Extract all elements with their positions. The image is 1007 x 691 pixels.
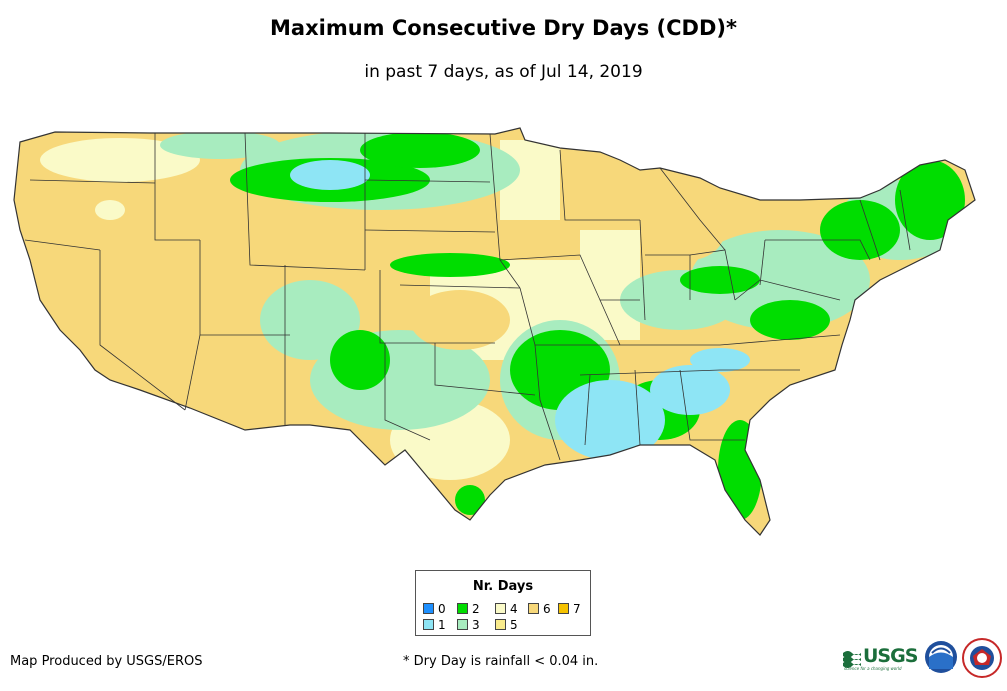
legend-label: 5 [510,618,518,632]
legend-swatch [423,619,434,630]
usgs-wordmark: USGS [863,645,918,667]
nws-logo-icon [962,638,1002,678]
dry-day-footnote: * Dry Day is rainfall < 0.04 in. [403,654,599,669]
legend-swatch [495,619,506,630]
map-subtitle: in past 7 days, as of Jul 14, 2019 [364,62,643,82]
map-region-dry [95,200,725,350]
noaa-logo-icon [925,641,957,673]
usgs-wave-icon [843,651,861,668]
map-region-one-day [290,160,750,460]
usgs-logo: USGS science for a changing world [843,645,921,671]
map-credit: Map Produced by USGS/EROS [10,654,203,669]
legend-swatch [495,603,506,614]
state-borders [13,127,976,536]
legend-swatch [457,603,468,614]
legend-label: 4 [510,602,518,616]
legend-swatch [423,603,434,614]
us-cdd-map [13,127,976,536]
legend-label: 0 [438,602,446,616]
legend-label: 3 [472,618,480,632]
legend-swatch [528,603,539,614]
usgs-tagline: science for a changing world [844,666,902,671]
legend-title: Nr. Days [472,579,534,594]
legend-label: 2 [472,602,480,616]
legend-label: 7 [573,602,581,616]
map-title: Maximum Consecutive Dry Days (CDD)* [270,16,737,40]
map-legend: Nr. Days 0 1 2 3 4 5 6 7 [415,570,591,636]
legend-label: 1 [438,618,446,632]
legend-label: 6 [543,602,551,616]
legend-swatch [558,603,569,614]
legend-swatch [457,619,468,630]
